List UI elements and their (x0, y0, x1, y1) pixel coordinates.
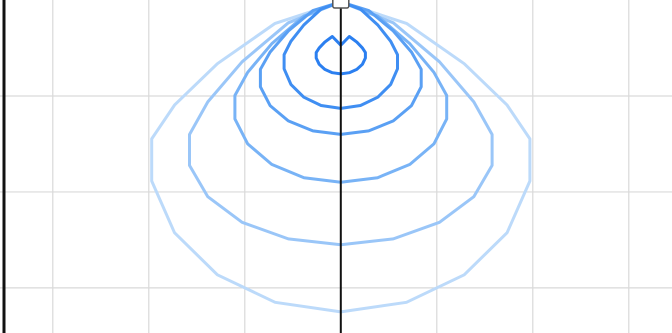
source-marker (332, 0, 350, 9)
axis-layer (2, 0, 350, 333)
